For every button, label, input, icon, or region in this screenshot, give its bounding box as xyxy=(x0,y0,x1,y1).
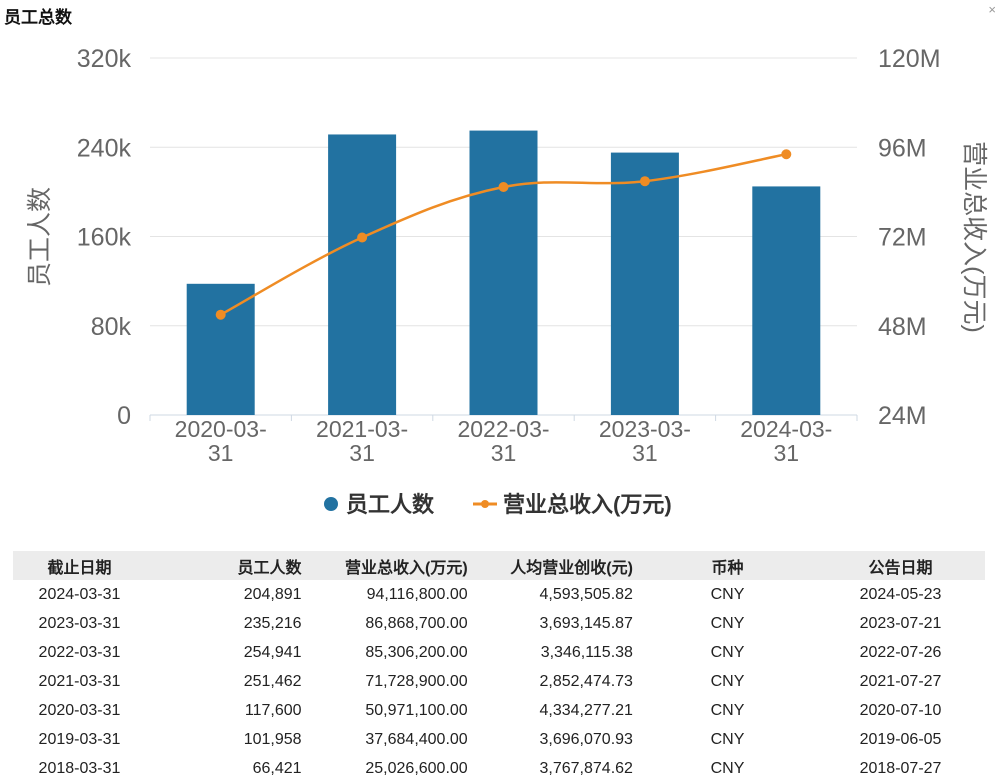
cell-per-capita: 3,693,145.87 xyxy=(539,614,633,632)
line-point-2023-03-31 xyxy=(639,176,650,187)
left-tick-label: 160k xyxy=(77,224,132,252)
cell-employees: 204,891 xyxy=(243,585,302,603)
table-row: 2022-03-31 254,941 85,306,200.00 3,346,1… xyxy=(13,638,985,667)
x-axis-ticks: 2020-03-31 2021-03-31 2022-03-31 2023-03-31… xyxy=(175,416,833,466)
left-tick-label: 240k xyxy=(77,134,132,162)
table-row: 2024-03-31 204,891 94,116,800.00 4,593,5… xyxy=(13,580,985,609)
cell-revenue: 85,306,200.00 xyxy=(365,643,468,661)
cell-date: 2019-03-31 xyxy=(38,730,121,748)
cell-employees: 117,600 xyxy=(244,701,302,719)
cell-per-capita: 4,593,505.82 xyxy=(539,585,633,603)
cell-announce-date: 2020-07-10 xyxy=(859,701,942,719)
cell-revenue: 71,728,900.00 xyxy=(365,672,468,690)
x-tick-label-2022-03-31: 2022-03-31 xyxy=(457,416,549,466)
cell-employees: 235,216 xyxy=(243,614,302,632)
data-table: 截止日期 员工人数 营业总收入(万元) 人均营业创收(元) 币种 公告日期 20… xyxy=(13,551,985,783)
cell-per-capita: 2,852,474.73 xyxy=(539,672,633,690)
cell-employees: 101,958 xyxy=(243,730,302,748)
x-tick-label-2023-03-31: 2023-03-31 xyxy=(599,416,691,466)
panel-title: 员工总数 xyxy=(4,8,72,27)
left-tick-label: 0 xyxy=(117,402,131,430)
cell-revenue: 50,971,100.00 xyxy=(365,701,468,719)
table-header-row: 截止日期 员工人数 营业总收入(万元) 人均营业创收(元) 币种 公告日期 xyxy=(13,551,985,580)
col-header-revenue[interactable]: 营业总收入(万元) xyxy=(307,551,474,580)
legend-line-dot[interactable] xyxy=(481,500,489,508)
cell-revenue: 86,868,700.00 xyxy=(365,614,468,632)
cell-employees: 66,421 xyxy=(252,759,302,777)
line-point-2021-03-31 xyxy=(357,232,368,243)
bar-2024-03-31 xyxy=(752,186,821,415)
cell-date: 2021-03-31 xyxy=(38,672,121,690)
right-tick-label: 24M xyxy=(878,402,927,430)
cell-currency: CNY xyxy=(710,730,745,748)
cell-per-capita: 3,696,070.93 xyxy=(539,730,633,748)
table-row: 2019-03-31 101,958 37,684,400.00 3,696,0… xyxy=(13,725,985,754)
cell-announce-date: 2022-07-26 xyxy=(859,643,942,661)
legend-bar-marker[interactable] xyxy=(324,497,338,511)
cell-announce-date: 2021-07-27 xyxy=(859,672,942,690)
left-tick-label: 320k xyxy=(77,45,132,73)
left-tick-label: 80k xyxy=(91,313,132,341)
cell-currency: CNY xyxy=(710,672,745,690)
table-row: 2021-03-31 251,462 71,728,900.00 2,852,4… xyxy=(13,667,985,696)
right-tick-label: 96M xyxy=(878,134,927,162)
bar-2021-03-31 xyxy=(328,134,397,415)
bar-2020-03-31 xyxy=(186,283,255,415)
table-row: 2018-03-31 66,421 25,026,600.00 3,767,87… xyxy=(13,754,985,783)
close-icon[interactable]: × xyxy=(988,2,996,17)
legend-bar-label[interactable]: 员工人数 xyxy=(346,492,435,517)
cell-currency: CNY xyxy=(710,759,745,777)
cell-per-capita: 3,346,115.38 xyxy=(540,643,633,661)
cell-employees: 251,462 xyxy=(243,672,302,690)
employee-revenue-chart: 0 80k 160k 240k 320k 24M 48M 72M 96M 120M 2020-0… xyxy=(26,45,988,517)
table-row: 2020-03-31 117,600 50,971,100.00 4,334,2… xyxy=(13,696,985,725)
line-point-2020-03-31 xyxy=(215,309,226,320)
bar-2023-03-31 xyxy=(610,152,679,415)
col-header-currency[interactable]: 币种 xyxy=(638,551,817,580)
cell-revenue: 94,116,800.00 xyxy=(366,585,468,603)
cell-revenue: 37,684,400.00 xyxy=(365,730,468,748)
legend-line-label[interactable]: 营业总收入(万元) xyxy=(503,492,672,517)
line-point-2024-03-31 xyxy=(781,149,792,160)
bar-series xyxy=(186,130,821,415)
cell-announce-date: 2024-05-23 xyxy=(859,585,942,603)
cell-date: 2024-03-31 xyxy=(38,585,121,603)
cell-date: 2020-03-31 xyxy=(38,701,121,719)
cell-date: 2022-03-31 xyxy=(38,643,121,661)
cell-revenue: 25,026,600.00 xyxy=(365,759,468,777)
left-axis-ticks: 0 80k 160k 240k 320k xyxy=(77,45,132,430)
x-tick-label-2020-03-31: 2020-03-31 xyxy=(175,416,267,466)
cell-announce-date: 2023-07-21 xyxy=(859,614,942,632)
cell-currency: CNY xyxy=(710,701,745,719)
right-tick-label: 120M xyxy=(878,45,941,73)
cell-date: 2018-03-31 xyxy=(38,759,121,777)
col-header-date[interactable]: 截止日期 xyxy=(13,551,146,580)
line-series xyxy=(215,149,792,320)
right-tick-label: 48M xyxy=(878,313,927,341)
bar-2022-03-31 xyxy=(469,130,538,415)
cell-announce-date: 2018-07-27 xyxy=(859,759,942,777)
col-header-per-capita[interactable]: 人均营业创收(元) xyxy=(473,551,639,580)
col-header-announce-date[interactable]: 公告日期 xyxy=(816,551,985,580)
cell-per-capita: 4,334,277.21 xyxy=(539,701,633,719)
cell-currency: CNY xyxy=(710,643,745,661)
table-row: 2023-03-31 235,216 86,868,700.00 3,693,1… xyxy=(13,609,985,638)
cell-per-capita: 3,767,874.62 xyxy=(539,759,633,777)
right-tick-label: 72M xyxy=(878,224,927,252)
cell-currency: CNY xyxy=(710,585,745,603)
cell-date: 2023-03-31 xyxy=(38,614,121,632)
left-axis-label: 员工人数 xyxy=(26,187,54,287)
cell-employees: 254,941 xyxy=(243,643,302,661)
cell-announce-date: 2019-06-05 xyxy=(859,730,942,748)
right-axis-ticks: 24M 48M 72M 96M 120M xyxy=(878,45,941,430)
col-header-employees[interactable]: 员工人数 xyxy=(145,551,308,580)
cell-currency: CNY xyxy=(710,614,745,632)
x-tick-label-2021-03-31: 2021-03-31 xyxy=(316,416,408,466)
x-tick-label-2024-03-31: 2024-03-31 xyxy=(740,416,832,466)
line-point-2022-03-31 xyxy=(498,182,509,193)
chart-legend: 员工人数 营业总收入(万元) xyxy=(324,492,672,517)
right-axis-label: 营业总收入(万元) xyxy=(960,141,988,333)
